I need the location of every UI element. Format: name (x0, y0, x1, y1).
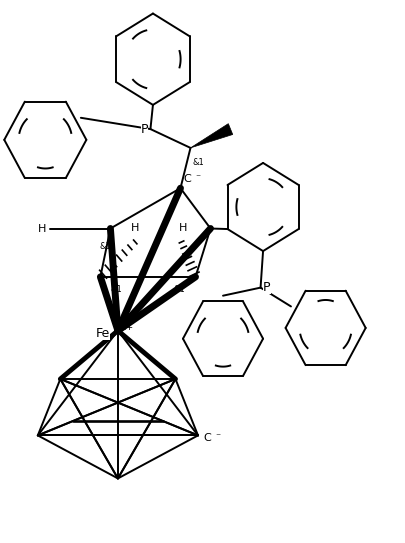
Text: C: C (183, 174, 190, 184)
Text: ⁻: ⁻ (195, 173, 200, 183)
Text: P: P (262, 281, 270, 294)
Text: Fe: Fe (96, 327, 110, 340)
Text: &1: &1 (173, 285, 185, 294)
Text: ⁻: ⁻ (215, 432, 220, 442)
Text: &1: &1 (110, 285, 122, 294)
Polygon shape (190, 124, 232, 148)
Text: H: H (38, 224, 46, 233)
Text: &1: &1 (99, 242, 111, 251)
Text: H: H (178, 223, 187, 233)
Text: H: H (131, 223, 139, 233)
Text: P: P (141, 123, 148, 136)
Text: &1: &1 (192, 157, 204, 167)
Text: C: C (202, 433, 210, 443)
Text: 2+: 2+ (120, 324, 133, 332)
